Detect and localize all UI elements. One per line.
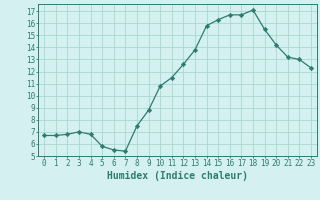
X-axis label: Humidex (Indice chaleur): Humidex (Indice chaleur) bbox=[107, 171, 248, 181]
